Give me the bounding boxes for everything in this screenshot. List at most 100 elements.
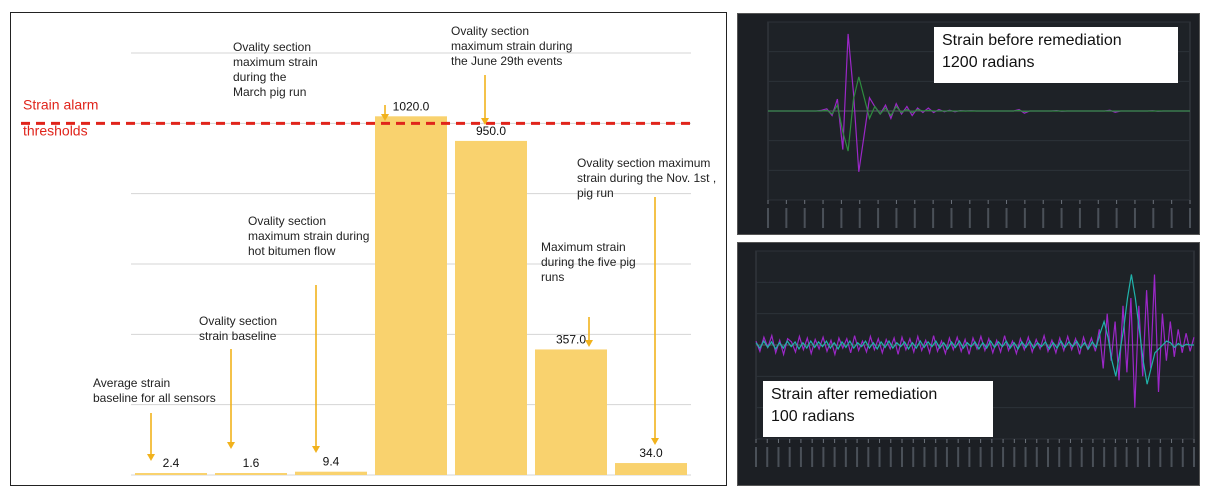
x-tick-label [1047,447,1049,467]
annotation-line: during the five pig [541,255,636,269]
annotation-arrowhead [312,446,320,453]
series-line [768,76,1190,152]
bar [215,473,287,475]
annotation-line: Ovality section [451,24,529,38]
series-line [755,274,1194,385]
annotation-line: Maximum strain [541,240,626,254]
x-tick-label [840,208,843,228]
x-tick-label [1136,447,1139,467]
annotation-line: maximum strain during [248,229,369,243]
data-label: 34.0 [639,446,663,460]
strain-before-caption-line2: 1200 radians [942,54,1035,71]
annotation-line: hot bitumen flow [248,244,336,258]
x-tick-label [1181,447,1184,467]
data-label: 2.4 [163,456,180,470]
annotation-line: strain during the Nov. 1st , [577,171,716,185]
strain-after-panel: Strain after remediation 100 radians [737,242,1200,486]
x-tick-label [1035,447,1038,467]
bar [615,463,687,475]
x-tick-label [788,447,791,467]
x-tick-label [822,447,825,467]
annotation-line: runs [541,270,564,284]
x-tick-label [767,208,769,228]
x-tick-label [1058,447,1061,467]
x-tick-label [803,208,806,228]
x-tick-label [1023,208,1026,228]
x-tick-label [811,447,814,467]
annotation-line: baseline for all sensors [93,391,216,405]
threshold-label: thresholds [23,122,88,138]
x-tick-label [1114,447,1117,467]
x-tick-label [1080,447,1083,467]
x-tick-label [1069,447,1072,467]
x-tick-label [968,208,971,228]
data-label: 1.6 [243,456,260,470]
x-tick-label [912,447,915,467]
data-label: 950.0 [476,124,506,138]
annotation-label: Maximum strain during the five pig runs [541,240,636,284]
x-tick-label [889,447,892,467]
data-label: 1020.0 [393,99,430,113]
data-label: 357.0 [556,332,586,346]
x-tick-label [822,208,825,228]
annotation-line: maximum strain during [451,39,572,53]
strain-after-caption: Strain after remediation 100 radians [763,381,993,437]
x-tick-label [945,447,948,467]
annotation-line: Average strain [93,376,170,390]
x-tick-label [1097,208,1100,228]
x-tick-label [1125,447,1128,467]
bar [455,140,527,475]
bar-chart-panel: 2.4 1.6 9.4 1020.0 950.0 357.0 34.0 Strain alar… [10,12,727,486]
x-tick-label [968,447,971,467]
annotation-label: Ovality section maximum strain during hot … [248,214,369,258]
x-tick-label [957,447,960,467]
annotation-arrowhead [651,438,659,445]
annotation-line: March pig run [233,85,306,99]
bar [135,473,207,475]
x-tick-label [1013,447,1016,467]
x-tick-label [913,208,916,228]
x-tick-label [950,208,953,228]
x-tick-label [923,447,926,467]
x-tick-label [1152,208,1155,228]
annotation-label: Ovality section maximum strain during the M… [233,40,318,99]
x-tick-label [1148,447,1151,467]
x-tick-label [766,447,769,467]
x-tick-label [1024,447,1027,467]
bar-chart: 2.4 1.6 9.4 1020.0 950.0 357.0 34.0 Strain alar… [21,24,716,476]
x-tick-label [785,208,788,228]
annotation-arrowhead [481,118,489,125]
x-tick-label [1042,208,1045,228]
x-tick-label [877,208,880,228]
x-tick-label [1078,208,1081,228]
bar [295,471,367,475]
x-tick-label [777,447,780,467]
x-tick-label [932,208,935,228]
annotation-line: the June 29th events [451,54,562,68]
strain-after-caption-line1: Strain after remediation [771,386,938,403]
annotation-label: Ovality section strain baseline [199,314,277,343]
annotation-label: Ovality section maximum strain during the… [577,156,716,200]
x-tick-label [1189,208,1191,228]
annotation-line: maximum strain [233,55,318,69]
x-tick-label [1115,208,1118,228]
x-tick-label [1002,447,1005,467]
annotation-line: Ovality section maximum [577,156,710,170]
x-tick-label [987,208,990,228]
annotation-arrowhead [147,454,155,461]
x-tick-label [856,447,859,467]
strain-before-panel: Strain before remediation 1200 radians [737,13,1200,235]
bar [535,349,607,475]
x-tick-label [979,447,982,467]
x-tick-label [1133,208,1136,228]
x-tick-label [1005,208,1008,228]
x-tick-label [878,447,881,467]
threshold-label: Strain alarm [23,96,98,112]
x-tick-label [844,447,847,467]
x-tick-label [833,447,836,467]
annotation-arrowhead [227,442,235,449]
strain-after-chart [755,250,1195,467]
annotation-line: pig run [577,186,614,200]
strain-before-caption-line1: Strain before remediation [942,32,1122,49]
x-tick-label [755,447,757,467]
